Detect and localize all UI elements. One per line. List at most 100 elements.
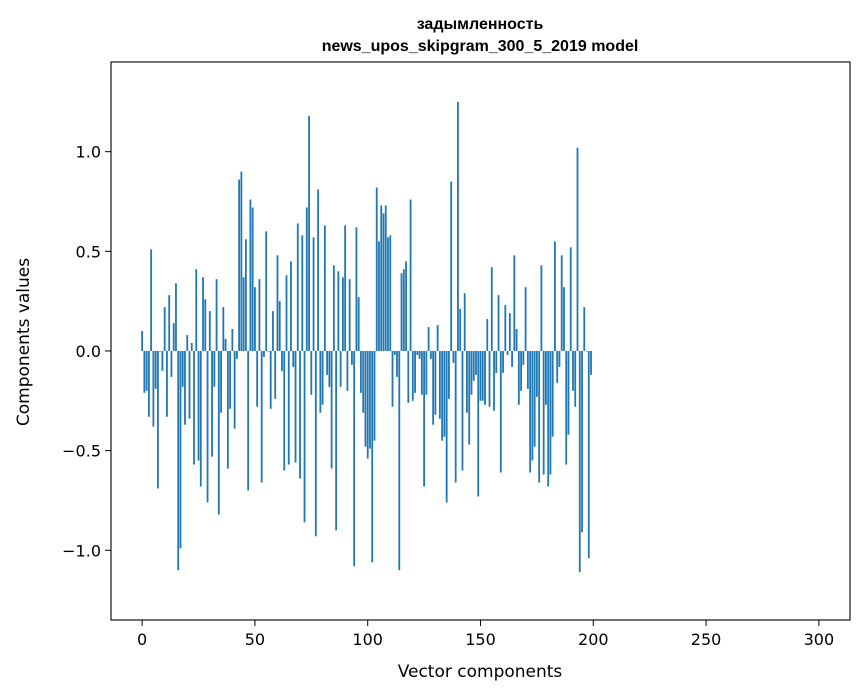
bar-23 xyxy=(193,350,195,465)
bar-39 xyxy=(229,350,231,409)
bar-145 xyxy=(468,350,471,445)
bar-114 xyxy=(398,350,401,571)
bar-171 xyxy=(526,350,529,389)
x-axis-label: Vector components xyxy=(398,662,563,682)
y-tick-label: 1.0 xyxy=(76,143,101,162)
x-tick-label: 0 xyxy=(137,630,147,649)
bar-155 xyxy=(490,267,493,351)
bar-130 xyxy=(434,350,437,415)
bar-172 xyxy=(529,350,532,473)
bar-18 xyxy=(181,350,184,387)
bar-158 xyxy=(497,295,500,351)
bar-169 xyxy=(522,350,525,365)
bar-103 xyxy=(373,350,376,441)
bar-29 xyxy=(206,350,209,503)
bar-72 xyxy=(303,350,306,523)
bar-151 xyxy=(481,350,484,401)
bar-55 xyxy=(265,231,268,351)
bar-139 xyxy=(454,350,457,483)
bar-156 xyxy=(493,350,495,411)
bar-125 xyxy=(423,350,425,487)
bar-65 xyxy=(287,350,290,465)
bar-150 xyxy=(479,350,482,401)
bar-117 xyxy=(405,261,407,351)
bar-131 xyxy=(436,325,439,351)
bar-17 xyxy=(179,350,182,549)
bar-88 xyxy=(339,350,342,387)
bar-93 xyxy=(351,350,353,365)
bar-8 xyxy=(159,350,162,352)
bar-128 xyxy=(429,350,432,359)
bar-186 xyxy=(560,255,563,351)
bar-184 xyxy=(556,350,559,383)
bar-57 xyxy=(269,350,272,409)
bar-92 xyxy=(348,279,351,351)
bar-98 xyxy=(362,350,365,413)
bar-62 xyxy=(281,350,283,371)
bar-165 xyxy=(513,255,516,351)
bar-122 xyxy=(416,350,419,355)
bar-38 xyxy=(226,350,229,469)
bar-32 xyxy=(213,350,216,387)
bar-58 xyxy=(272,311,274,351)
bar-21 xyxy=(188,350,191,419)
x-tick-label: 100 xyxy=(352,630,383,649)
bar-52 xyxy=(258,279,261,351)
bar-176 xyxy=(538,350,541,483)
bar-34 xyxy=(217,350,220,515)
bar-127 xyxy=(427,327,430,351)
bar-13 xyxy=(170,350,173,377)
bar-195 xyxy=(581,350,583,533)
y-tick-label: 0.0 xyxy=(76,342,101,361)
bar-178 xyxy=(542,350,545,475)
bar-74 xyxy=(308,115,310,351)
x-tick-label: 300 xyxy=(804,630,835,649)
x-tick-label: 50 xyxy=(245,630,265,649)
bar-143 xyxy=(463,293,466,351)
bar-28 xyxy=(204,299,207,351)
bar-73 xyxy=(305,207,308,351)
bar-12 xyxy=(168,295,171,351)
bar-141 xyxy=(459,309,462,351)
plot-frame xyxy=(110,61,851,621)
bar-136 xyxy=(448,350,450,399)
bar-20 xyxy=(186,335,189,351)
bar-148 xyxy=(475,350,477,375)
bar-50 xyxy=(254,287,256,351)
bar-146 xyxy=(470,350,473,395)
bar-190 xyxy=(569,247,572,351)
bar-80 xyxy=(321,350,324,405)
bar-67 xyxy=(292,350,295,367)
bar-123 xyxy=(418,350,421,359)
bar-51 xyxy=(256,350,259,407)
bar-168 xyxy=(520,350,522,391)
bar-167 xyxy=(517,350,520,405)
bar-197 xyxy=(585,350,588,352)
bar-107 xyxy=(382,213,385,351)
bar-113 xyxy=(396,350,398,377)
bar-45 xyxy=(242,277,245,351)
bar-75 xyxy=(310,350,313,395)
bar-97 xyxy=(360,350,362,393)
y-tick-label: 0.5 xyxy=(76,242,101,261)
bars-group xyxy=(141,101,592,573)
bar-157 xyxy=(495,350,498,373)
y-tick-label: −0.5 xyxy=(62,442,101,461)
bar-162 xyxy=(506,350,509,355)
bar-54 xyxy=(263,350,265,357)
bar-119 xyxy=(409,199,412,351)
bar-47 xyxy=(247,350,250,491)
bar-104 xyxy=(375,187,378,351)
bar-1 xyxy=(143,350,146,393)
bar-26 xyxy=(199,350,202,487)
bar-191 xyxy=(572,350,574,391)
y-tick-label: −1.0 xyxy=(62,541,101,560)
bar-185 xyxy=(558,350,561,367)
bar-82 xyxy=(326,350,328,375)
bar-174 xyxy=(533,350,536,447)
x-tick-label: 250 xyxy=(691,630,722,649)
bar-2 xyxy=(145,350,148,391)
bar-49 xyxy=(251,207,254,351)
bar-106 xyxy=(380,205,383,351)
